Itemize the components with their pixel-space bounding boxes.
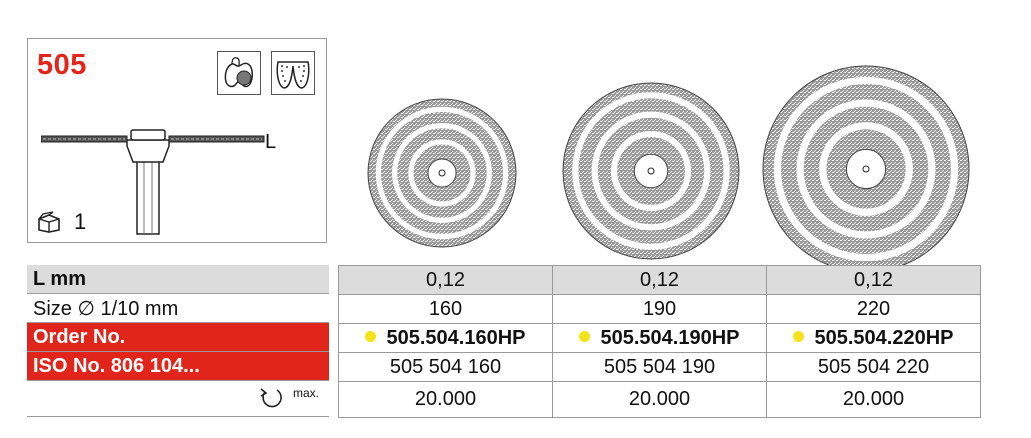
disc-ring <box>591 111 711 231</box>
availability-dot-icon <box>793 330 805 342</box>
size-value: 190 <box>552 294 767 324</box>
disc-ring <box>572 92 730 250</box>
disc-image-220 <box>762 65 970 273</box>
dentures-icon <box>271 51 315 95</box>
length-label: L <box>265 131 277 153</box>
label-order-no: Order No. <box>27 322 329 352</box>
disc-ring <box>796 99 936 239</box>
size-value: 220 <box>766 294 981 324</box>
disc-ring <box>610 130 692 212</box>
spec-values-table: 0,12 0,12 0,12 160 190 220 505.504.160HP… <box>338 265 981 418</box>
rpm-value: 20.000 <box>766 381 981 418</box>
order-number: 505.504.160HP <box>386 326 526 349</box>
label-l-mm: L mm <box>27 265 329 294</box>
label-size: Size ∅ 1/10 mm <box>27 293 329 323</box>
disc-ring <box>392 123 492 223</box>
availability-dot-icon <box>579 330 591 342</box>
iso-value: 505 504 190 <box>552 352 767 382</box>
max-label: max. <box>292 386 319 400</box>
disc-ring <box>408 139 476 207</box>
order-number: 505.504.190HP <box>600 326 740 349</box>
rpm-value: 20.000 <box>552 381 767 418</box>
disc-image-190 <box>562 82 740 260</box>
label-iso-no: ISO No. 806 104... <box>27 351 329 381</box>
product-info-box: 505 L <box>27 38 327 243</box>
rotation-icon <box>260 388 282 408</box>
l-value: 0,12 <box>552 265 767 295</box>
l-value: 0,12 <box>338 265 553 295</box>
label-max-rpm: max. <box>27 380 329 417</box>
order-number: 505.504.220HP <box>814 326 954 349</box>
rpm-value: 20.000 <box>338 381 553 418</box>
disc-center-hole <box>438 169 446 177</box>
model-number: 505 <box>37 49 87 81</box>
order-cell: 505.504.160HP <box>338 323 553 353</box>
l-value: 0,12 <box>766 265 981 295</box>
spec-labels-table: L mm Size ∅ 1/10 mm Order No. ISO No. 80… <box>27 265 329 417</box>
size-value: 160 <box>338 294 553 324</box>
order-cell: 505.504.190HP <box>552 323 767 353</box>
disc-ring <box>375 106 509 240</box>
order-cell: 505.504.220HP <box>766 323 981 353</box>
disc-ring <box>773 76 959 262</box>
iso-value: 505 504 160 <box>338 352 553 382</box>
instrument-side-view <box>41 129 265 235</box>
disc-ring <box>819 122 913 216</box>
disc-center-hole <box>647 167 655 175</box>
package-icon <box>38 211 60 233</box>
disc-center-hole <box>862 165 870 173</box>
tooth-crown-icon <box>217 51 261 95</box>
availability-dot-icon <box>365 330 377 342</box>
pack-quantity: 1 <box>74 209 87 234</box>
iso-value: 505 504 220 <box>766 352 981 382</box>
disc-image-160 <box>367 98 517 248</box>
